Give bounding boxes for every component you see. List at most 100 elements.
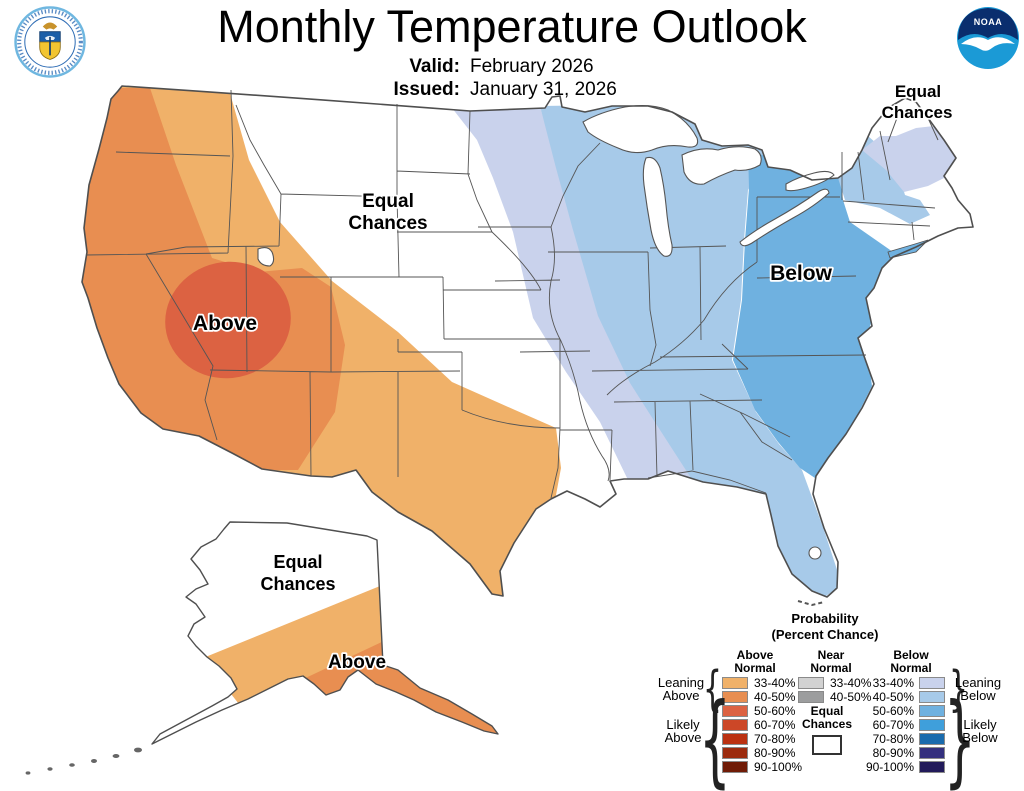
noaa-logo-text: NOAA [974, 17, 1003, 27]
legend-row: 33-40% [798, 676, 872, 690]
below-header-line2: Normal [890, 661, 932, 675]
legend-near-column: 33-40% 40-50% [798, 676, 872, 705]
leaning-above-line2: Above [662, 688, 700, 703]
equal-chances-line2: Chances [801, 717, 853, 731]
near-swatch-40-50 [798, 691, 824, 703]
leaning-below-line1: Leaning [954, 675, 1002, 690]
seal-eagle-icon [42, 22, 58, 30]
above-swatch-33-40 [722, 677, 748, 689]
legend-row: 40-50% [798, 690, 872, 704]
bracket-leaning-below: } [949, 661, 968, 717]
region-below-50-60 [733, 150, 893, 478]
below-range-60-70: 60-70% [872, 718, 914, 732]
legend-row: 50-60% [858, 704, 945, 718]
likely-above-label: Likely Above [651, 718, 715, 744]
ak-region-above-33-40 [203, 586, 386, 708]
issued-value: January 31, 2026 [470, 79, 617, 100]
legend-below-column: 33-40% 40-50% 50-60% 60-70% 70-80% 80-90… [858, 676, 945, 775]
valid-row: Valid: February 2026 [330, 55, 690, 78]
legend-row: 40-50% [858, 690, 945, 704]
florida-keys [797, 600, 825, 607]
above-header-line2: Normal [734, 661, 776, 675]
lake-michigan [642, 156, 673, 257]
lake-ontario [785, 170, 835, 192]
legend-row: 80-90% [722, 746, 802, 760]
below-range-50-60: 50-60% [872, 704, 914, 718]
above-range-60-70: 60-70% [754, 718, 796, 732]
legend-row: 70-80% [722, 732, 802, 746]
legend-row: 90-100% [858, 760, 945, 774]
long-island [887, 239, 929, 259]
legend-title-line2: (Percent Chance) [771, 627, 879, 642]
equal-chances-line1: Equal [810, 704, 844, 718]
seal-text-ring [17, 9, 83, 75]
near-swatch-33-40 [798, 677, 824, 689]
alaska-probability-regions [152, 586, 498, 744]
issued-row: Issued: January 31, 2026 [330, 78, 690, 101]
legend-equal-chances: Equal Chances [793, 705, 861, 755]
label-conus-below: Below [770, 262, 833, 285]
above-swatch-40-50 [722, 691, 748, 703]
legend-above-column: 33-40% 40-50% 50-60% 60-70% 70-80% 80-90… [722, 676, 802, 775]
legend-header-near: Near Normal [791, 649, 871, 675]
below-header-line1: Below [893, 648, 929, 662]
noaa-dark-field [958, 8, 1018, 40]
likely-above-line2: Above [664, 730, 702, 745]
region-below-40-50 [540, 104, 842, 597]
region-above-50-60 [165, 261, 291, 379]
conus-outline [81, 85, 974, 598]
likely-below-label: Likely Below [948, 718, 1012, 744]
legend-row: 40-50% [722, 690, 802, 704]
near-header-line1: Near [817, 648, 845, 662]
below-range-40-50: 40-50% [872, 690, 914, 704]
legend-title-line1: Probability [791, 611, 859, 626]
below-swatch-60-70 [919, 719, 945, 731]
valid-value: February 2026 [470, 56, 594, 77]
legend-row: 33-40% [722, 676, 802, 690]
below-range-33-40: 33-40% [872, 676, 914, 690]
above-range-50-60: 50-60% [754, 704, 796, 718]
legend-row: 50-60% [722, 704, 802, 718]
label-conus-above: Above [193, 312, 257, 335]
below-swatch-70-80 [919, 733, 945, 745]
noaa-seagull-icon [961, 37, 1015, 51]
above-swatch-90-100 [722, 761, 748, 773]
state-borders [85, 89, 936, 499]
seal-shield-icon [39, 31, 61, 60]
above-range-70-80: 70-80% [754, 732, 796, 746]
great-salt-lake [257, 246, 275, 267]
legend-row: 90-100% [722, 760, 802, 774]
below-range-80-90: 80-90% [872, 746, 914, 760]
bracket-likely-below: } [944, 681, 976, 791]
legend-title: Probability (Percent Chance) [740, 611, 910, 643]
below-swatch-33-40 [919, 677, 945, 689]
legend-header-below: Below Normal [871, 649, 951, 675]
likely-below-line1: Likely [963, 717, 997, 732]
above-swatch-50-60 [722, 705, 748, 717]
label-conus-equal-1: Equal [362, 191, 414, 212]
label-ak-above: Above [328, 652, 386, 673]
region-below-33-40 [452, 106, 700, 487]
leaning-above-label: Leaning Above [649, 676, 713, 702]
above-swatch-60-70 [722, 719, 748, 731]
near-range-33-40: 33-40% [830, 676, 872, 690]
near-header-line2: Normal [810, 661, 852, 675]
label-conus-equal-2: Chances [348, 213, 427, 234]
bracket-leaning-above: { [703, 661, 722, 717]
equal-chances-swatch [812, 735, 842, 755]
bracket-likely-above: { [699, 681, 731, 791]
lake-okeechobee [808, 546, 822, 560]
valid-label: Valid: [409, 56, 460, 77]
legend-row: 60-70% [858, 718, 945, 732]
doc-seal [14, 6, 86, 78]
likely-below-line2: Below [962, 730, 998, 745]
leaning-below-label: Leaning Below [946, 676, 1010, 702]
below-swatch-80-90 [919, 747, 945, 759]
label-ak-equal-1: Equal [273, 552, 322, 572]
near-range-40-50: 40-50% [830, 690, 872, 704]
issued-label: Issued: [393, 79, 460, 100]
legend-row: 60-70% [722, 718, 802, 732]
valid-issued-block: Valid: February 2026 Issued: January 31,… [330, 55, 690, 101]
